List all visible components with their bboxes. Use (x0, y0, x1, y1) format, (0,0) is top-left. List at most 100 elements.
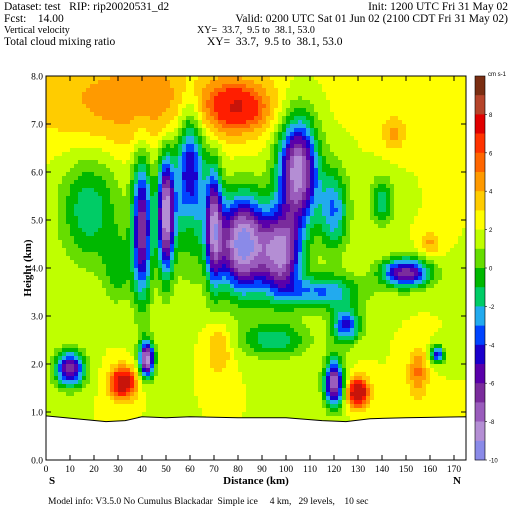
field-cell (214, 336, 219, 341)
field-cell (98, 300, 103, 305)
field-cell (134, 308, 139, 313)
field-cell (82, 268, 87, 273)
field-cell (126, 344, 131, 349)
field-cell (178, 172, 183, 177)
field-cell (190, 196, 195, 201)
field-cell (242, 388, 247, 393)
field-cell (62, 364, 67, 369)
field-cell (122, 324, 127, 329)
field-cell (98, 252, 103, 257)
field-cell (98, 156, 103, 161)
field-cell (90, 216, 95, 221)
field-cell (118, 212, 123, 217)
field-cell (166, 412, 171, 417)
field-cell (74, 92, 79, 97)
field-cell (58, 348, 63, 353)
field-cell (178, 316, 183, 321)
field-cell (170, 132, 175, 137)
field-cell (190, 268, 195, 273)
field-cell (118, 156, 123, 161)
field-cell (150, 332, 155, 337)
field-cell (154, 172, 159, 177)
field-cell (94, 416, 99, 421)
field-cell (226, 356, 231, 361)
field-cell (238, 196, 243, 201)
field-cell (218, 372, 223, 377)
field-cell (134, 88, 139, 93)
field-cell (82, 340, 87, 345)
field-cell (246, 212, 251, 217)
field-cell (150, 180, 155, 185)
field-cell (70, 256, 75, 261)
field-cell (178, 108, 183, 113)
field-cell (242, 196, 247, 201)
field-cell (90, 408, 95, 413)
field-cell (82, 280, 87, 285)
field-cell (186, 372, 191, 377)
field-cell (138, 120, 143, 125)
field-cell (118, 248, 123, 253)
field-cell (178, 196, 183, 201)
field-cell (58, 344, 63, 349)
field-cell (94, 196, 99, 201)
field-cell (230, 328, 235, 333)
field-cell (186, 284, 191, 289)
field-cell (222, 236, 227, 241)
field-cell (178, 348, 183, 353)
field-cell (190, 184, 195, 189)
field-cell (102, 220, 107, 225)
field-cell (198, 260, 203, 265)
field-cell (162, 284, 167, 289)
field-cell (130, 296, 135, 301)
field-cell (142, 92, 147, 97)
field-cell (118, 76, 123, 81)
field-cell (242, 368, 247, 373)
field-cell (170, 100, 175, 105)
field-cell (158, 392, 163, 397)
field-cell (106, 80, 111, 85)
field-cell (230, 372, 235, 377)
field-cell (134, 260, 139, 265)
field-cell (54, 264, 59, 269)
field-cell (110, 144, 115, 149)
field-cell (114, 416, 119, 421)
field-cell (174, 168, 179, 173)
field-cell (210, 240, 215, 245)
field-cell (142, 168, 147, 173)
field-cell (86, 232, 91, 237)
field-cell (54, 328, 59, 333)
field-cell (234, 300, 239, 305)
field-cell (86, 172, 91, 177)
field-cell (62, 88, 67, 93)
field-cell (46, 248, 51, 253)
field-cell (206, 268, 211, 273)
field-cell (46, 260, 51, 265)
field-cell (182, 148, 187, 153)
field-cell (150, 216, 155, 221)
field-cell (214, 304, 219, 309)
field-cell (58, 164, 63, 169)
field-cell (154, 328, 159, 333)
field-cell (90, 108, 95, 113)
field-cell (126, 128, 131, 133)
field-cell (94, 268, 99, 273)
field-cell (86, 176, 91, 181)
field-cell (94, 84, 99, 89)
field-cell (166, 360, 171, 365)
field-cell (134, 168, 139, 173)
field-cell (146, 372, 151, 377)
field-cell (182, 384, 187, 389)
field-cell (234, 332, 239, 337)
field-cell (226, 228, 231, 233)
field-cell (250, 160, 255, 165)
field-cell (150, 88, 155, 93)
field-cell (198, 144, 203, 149)
field-cell (214, 124, 219, 129)
field-cell (202, 256, 207, 261)
field-cell (130, 380, 135, 385)
field-cell (146, 116, 151, 121)
field-cell (178, 248, 183, 253)
field-cell (66, 380, 71, 385)
field-cell (210, 260, 215, 265)
field-cell (118, 256, 123, 261)
